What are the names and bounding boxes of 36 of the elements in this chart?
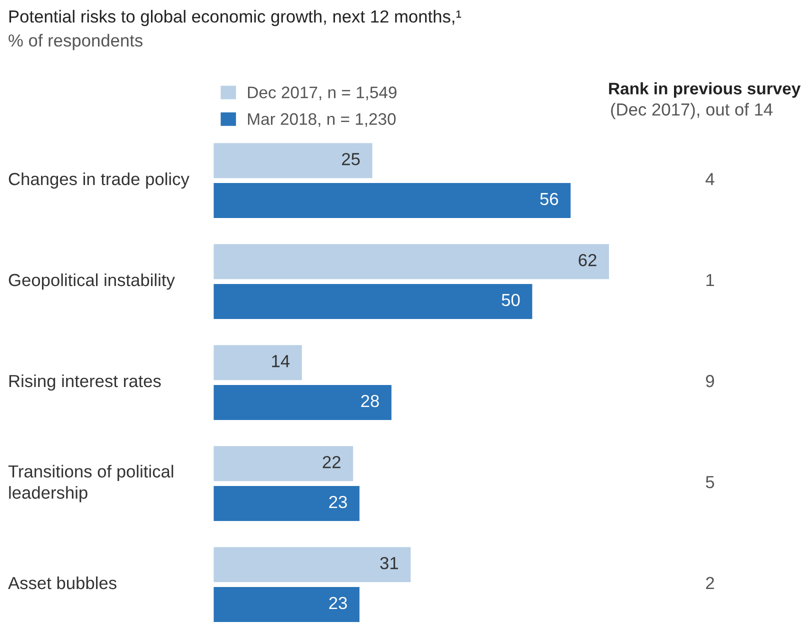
data-label: 25	[342, 152, 360, 166]
y-tick-label: Geopolitical instability	[8, 273, 175, 290]
y-tick-label: Asset bubbles	[8, 576, 116, 590]
y-tick-label: Transitions of political leadership	[8, 464, 174, 502]
data-label: 50	[502, 294, 520, 306]
chart-title: Potential risks to global economic growth, next 12 months,¹	[9, 10, 462, 26]
data-label: 31	[380, 556, 398, 570]
bar	[213, 282, 534, 320]
bar	[213, 182, 572, 220]
y-tick-label: Changes in trade policy	[8, 172, 190, 189]
bar	[213, 546, 412, 584]
data-label: 28	[361, 394, 379, 408]
text: 9	[706, 374, 714, 388]
bar	[213, 484, 361, 522]
bar	[213, 242, 610, 280]
data-label: 56	[540, 192, 558, 206]
data-label: 23	[329, 596, 347, 610]
bar	[213, 444, 354, 482]
data-label: 23	[329, 496, 347, 508]
bar	[213, 384, 393, 422]
text: (Dec 2017), out of 14	[611, 102, 773, 120]
text: 4	[706, 173, 714, 186]
bar	[213, 586, 361, 624]
text: Rank in previous survey	[609, 82, 801, 98]
chart-subtitle: % of respondents	[8, 34, 142, 50]
y-tick-label: Rising interest rates	[9, 374, 161, 391]
legend-label: Dec 2017, n = 1,549	[248, 86, 396, 100]
text: 2	[706, 576, 714, 590]
data-label: 22	[322, 456, 340, 468]
legend-label: Mar 2018, n = 1,230	[248, 113, 396, 127]
bar	[213, 142, 374, 180]
bar	[213, 344, 304, 382]
data-label: 62	[578, 254, 596, 266]
text: 5	[706, 476, 714, 488]
text: 1	[706, 274, 714, 286]
data-label: 14	[272, 355, 290, 368]
